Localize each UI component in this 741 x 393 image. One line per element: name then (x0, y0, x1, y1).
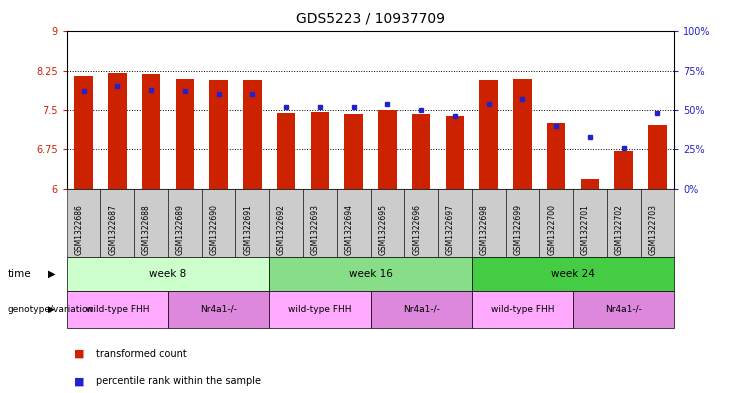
Text: GSM1322686: GSM1322686 (75, 205, 84, 255)
Bar (378, 110, 396, 189)
Text: GSM1322689: GSM1322689 (176, 205, 185, 255)
Text: GSM1322702: GSM1322702 (615, 205, 624, 255)
Text: GSM1322694: GSM1322694 (345, 204, 353, 255)
Bar (445, 116, 464, 189)
Text: GSM1322703: GSM1322703 (648, 204, 657, 255)
Bar (479, 80, 498, 189)
Text: week 24: week 24 (551, 269, 595, 279)
Bar (243, 80, 262, 189)
Bar (614, 151, 633, 189)
Text: GSM1322691: GSM1322691 (243, 205, 253, 255)
Text: transformed count: transformed count (96, 349, 187, 359)
Text: wild-type FHH: wild-type FHH (85, 305, 149, 314)
Text: GSM1322693: GSM1322693 (311, 204, 320, 255)
Text: time: time (7, 269, 31, 279)
Text: GSM1322690: GSM1322690 (210, 204, 219, 255)
Text: ■: ■ (74, 376, 84, 386)
Text: wild-type FHH: wild-type FHH (288, 305, 352, 314)
Text: GSM1322698: GSM1322698 (479, 205, 488, 255)
Text: GSM1322699: GSM1322699 (514, 204, 522, 255)
Bar (581, 179, 599, 189)
Bar (209, 80, 228, 189)
Text: GSM1322692: GSM1322692 (277, 205, 286, 255)
Text: genotype/variation: genotype/variation (7, 305, 93, 314)
Bar (310, 112, 329, 189)
Bar (513, 79, 532, 189)
Text: GSM1322696: GSM1322696 (412, 204, 421, 255)
Bar (547, 123, 565, 189)
Text: ▶: ▶ (48, 305, 55, 314)
Text: ▶: ▶ (48, 269, 56, 279)
Text: wild-type FHH: wild-type FHH (491, 305, 554, 314)
Text: GSM1322701: GSM1322701 (581, 205, 590, 255)
Bar (108, 73, 127, 189)
Bar (277, 113, 296, 189)
Bar (142, 74, 160, 189)
Text: GSM1322687: GSM1322687 (108, 205, 117, 255)
Bar (648, 125, 667, 189)
Text: GSM1322697: GSM1322697 (446, 204, 455, 255)
Text: Nr4a1-/-: Nr4a1-/- (605, 305, 642, 314)
Text: Nr4a1-/-: Nr4a1-/- (200, 305, 237, 314)
Bar (412, 114, 431, 189)
Bar (176, 79, 194, 189)
Text: GDS5223 / 10937709: GDS5223 / 10937709 (296, 12, 445, 26)
Text: GSM1322688: GSM1322688 (142, 205, 151, 255)
Text: week 8: week 8 (150, 269, 187, 279)
Text: Nr4a1-/-: Nr4a1-/- (402, 305, 439, 314)
Text: GSM1322695: GSM1322695 (379, 204, 388, 255)
Text: week 16: week 16 (348, 269, 393, 279)
Bar (74, 76, 93, 189)
Text: GSM1322700: GSM1322700 (547, 204, 556, 255)
Text: percentile rank within the sample: percentile rank within the sample (96, 376, 262, 386)
Text: ■: ■ (74, 349, 84, 359)
Bar (345, 114, 363, 189)
